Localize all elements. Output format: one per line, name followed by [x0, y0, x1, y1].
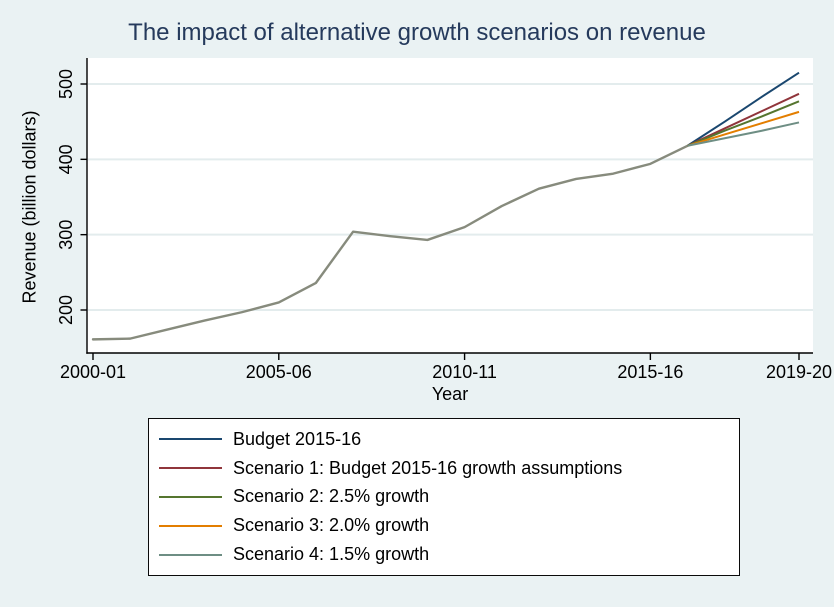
legend-item: Scenario 2: 2.5% growth	[149, 483, 739, 512]
legend-item: Scenario 3: 2.0% growth	[149, 511, 739, 540]
legend-line-sample	[159, 467, 222, 470]
series-line-2	[687, 100, 800, 147]
x-tick-label: 2000-01	[60, 362, 126, 382]
series-line-4	[687, 121, 800, 147]
y-tick-label: 500	[56, 69, 76, 99]
legend-line-sample	[159, 495, 222, 498]
x-tick-label: 2010-11	[432, 362, 497, 382]
series-line-1	[687, 92, 800, 147]
legend-label: Scenario 1: Budget 2015-16 growth assump…	[233, 457, 623, 478]
series-line-3	[687, 110, 800, 147]
chart-title: The impact of alternative growth scenari…	[128, 19, 706, 46]
legend-line-sample	[159, 524, 222, 527]
y-tick-label: 200	[56, 295, 76, 325]
legend-item: Budget 2015-16	[149, 425, 739, 454]
legend-label: Scenario 2: 2.5% growth	[233, 486, 430, 507]
y-tick-label: 300	[56, 220, 76, 250]
x-tick-label: 2005-06	[246, 362, 312, 382]
plot-background	[87, 58, 813, 353]
x-tick-label: 2015-16	[617, 362, 683, 382]
y-tick-label: 400	[56, 144, 76, 174]
legend-line-sample	[159, 553, 222, 556]
history-line	[91, 144, 689, 341]
x-tick-label: 2019-20	[766, 362, 832, 382]
y-axis-title: Revenue (billion dollars)	[19, 110, 40, 304]
legend-label: Budget 2015-16	[233, 428, 362, 449]
legend-item: Scenario 1: Budget 2015-16 growth assump…	[149, 454, 739, 483]
legend-item: Scenario 4: 1.5% growth	[149, 540, 739, 569]
legend: Budget 2015-16 Scenario 1: Budget 2015-16…	[148, 418, 740, 576]
series-line-0	[686, 71, 800, 147]
legend-line-sample	[159, 438, 222, 441]
x-axis-title: Year	[431, 384, 469, 404]
legend-label: Scenario 4: 1.5% growth	[233, 544, 430, 565]
legend-label: Scenario 3: 2.0% growth	[233, 515, 430, 536]
